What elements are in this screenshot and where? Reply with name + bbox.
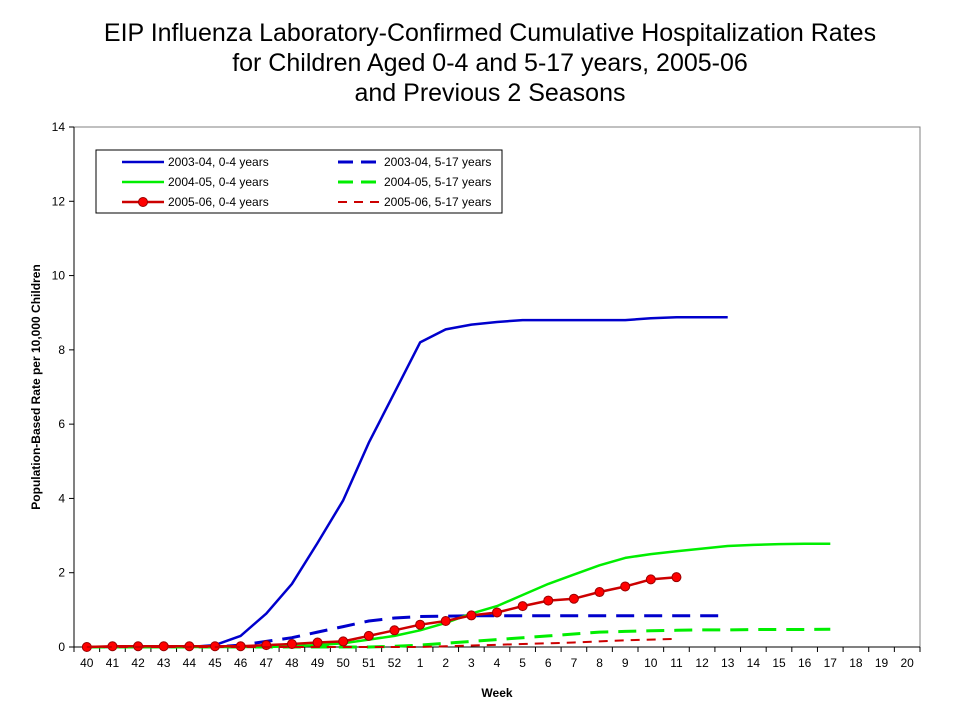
y-tick-label: 0: [58, 640, 65, 654]
legend-item: 2004-05, 5-17 years: [338, 175, 491, 189]
x-tick-label: 10: [644, 656, 658, 670]
x-tick-label: 40: [80, 656, 94, 670]
chart-title-line-3: and Previous 2 Seasons: [354, 79, 626, 107]
chart-title: EIP Influenza Laboratory-Confirmed Cumul…: [0, 18, 960, 108]
x-tick-label: 6: [545, 656, 552, 670]
data-point: [312, 637, 323, 648]
data-point: [338, 636, 349, 647]
data-point: [645, 574, 656, 585]
data-point: [671, 572, 682, 583]
legend-label: 2005-06, 0-4 years: [168, 195, 269, 209]
y-tick-label: 14: [52, 120, 66, 134]
x-tick-label: 42: [131, 656, 145, 670]
data-point: [286, 639, 297, 650]
x-tick-label: 17: [824, 656, 838, 670]
x-tick-label: 11: [670, 656, 683, 670]
x-tick-label: 48: [285, 656, 299, 670]
series-line: [86, 637, 677, 648]
legend-item: 2003-04, 0-4 years: [122, 155, 269, 169]
legend: 2003-04, 0-4 years 2003-04, 5-17 years 200…: [95, 149, 503, 214]
x-tick-label: 14: [747, 656, 761, 670]
series-2: [86, 542, 831, 649]
series-line: [86, 627, 831, 649]
x-tick-label: 16: [798, 656, 812, 670]
legend-item: 2003-04, 5-17 years: [338, 155, 491, 169]
legend-marker: [138, 197, 148, 207]
y-tick-label: 12: [52, 194, 66, 208]
legend-label: 2004-05, 0-4 years: [168, 175, 269, 189]
x-tick-label: 1: [417, 656, 424, 670]
data-point: [492, 607, 502, 618]
chart-title-line-1: EIP Influenza Laboratory-Confirmed Cumul…: [103, 19, 877, 47]
data-point: [466, 610, 477, 621]
series-line: [86, 315, 728, 649]
x-tick-label: 43: [157, 656, 171, 670]
legend-item: 2005-06, 5-17 years: [338, 195, 491, 209]
legend-item: 2004-05, 0-4 years: [122, 175, 269, 189]
data-point: [261, 640, 272, 651]
legend-item: 2005-06, 0-4 years: [122, 195, 269, 209]
series-3: [86, 627, 831, 649]
x-tick-label: 15: [772, 656, 786, 670]
data-point: [363, 630, 374, 641]
x-tick-label: 50: [337, 656, 351, 670]
y-tick-label: 10: [52, 269, 66, 283]
x-tick-label: 47: [260, 656, 274, 670]
chart-title-line-2: for Children Aged 0-4 and 5-17 years, 20…: [232, 49, 748, 77]
x-tick-label: 7: [571, 656, 578, 670]
x-tick-label: 41: [106, 656, 120, 670]
y-tick-label: 6: [58, 417, 65, 431]
series-line: [86, 542, 831, 649]
x-tick-label: 9: [622, 656, 629, 670]
x-tick-label: 12: [695, 656, 709, 670]
data-point: [568, 593, 579, 604]
data-point: [594, 587, 605, 598]
x-tick-label: 4: [494, 656, 501, 670]
x-tick-label: 51: [362, 656, 376, 670]
x-tick-label: 19: [875, 656, 889, 670]
y-axis-title: Population-Based Rate per 10,000 Childre…: [29, 264, 43, 509]
series-5: [86, 637, 677, 648]
series-lines: [81, 315, 831, 652]
data-point: [543, 595, 554, 606]
x-tick-label: 3: [468, 656, 475, 670]
x-tick-label: 44: [183, 656, 197, 670]
x-tick-label: 20: [901, 656, 915, 670]
data-point: [389, 625, 400, 636]
series-1: [86, 614, 728, 649]
x-tick-label: 13: [721, 656, 735, 670]
x-axis-title: Week: [481, 686, 512, 700]
x-tick-label: 49: [311, 656, 325, 670]
data-point: [517, 601, 528, 612]
data-point: [440, 616, 451, 626]
legend-label: 2005-06, 5-17 years: [384, 195, 491, 209]
x-tick-label: 2: [442, 656, 449, 670]
series-4: [81, 572, 682, 652]
y-tick-label: 8: [58, 343, 65, 357]
series-0: [86, 315, 728, 649]
series-line: [86, 614, 728, 649]
x-tick-label: 18: [849, 656, 863, 670]
data-point: [415, 619, 426, 630]
x-tick-label: 8: [596, 656, 603, 670]
x-tick-label: 45: [208, 656, 222, 670]
data-point: [620, 581, 631, 592]
y-tick-label: 2: [58, 566, 65, 580]
x-tick-label: 5: [519, 656, 526, 670]
legend-label: 2004-05, 5-17 years: [384, 175, 491, 189]
legend-label: 2003-04, 0-4 years: [168, 155, 269, 169]
legend-label: 2003-04, 5-17 years: [384, 155, 491, 169]
x-tick-label: 46: [234, 656, 248, 670]
y-tick-label: 4: [58, 491, 65, 505]
x-tick-label: 52: [388, 656, 402, 670]
